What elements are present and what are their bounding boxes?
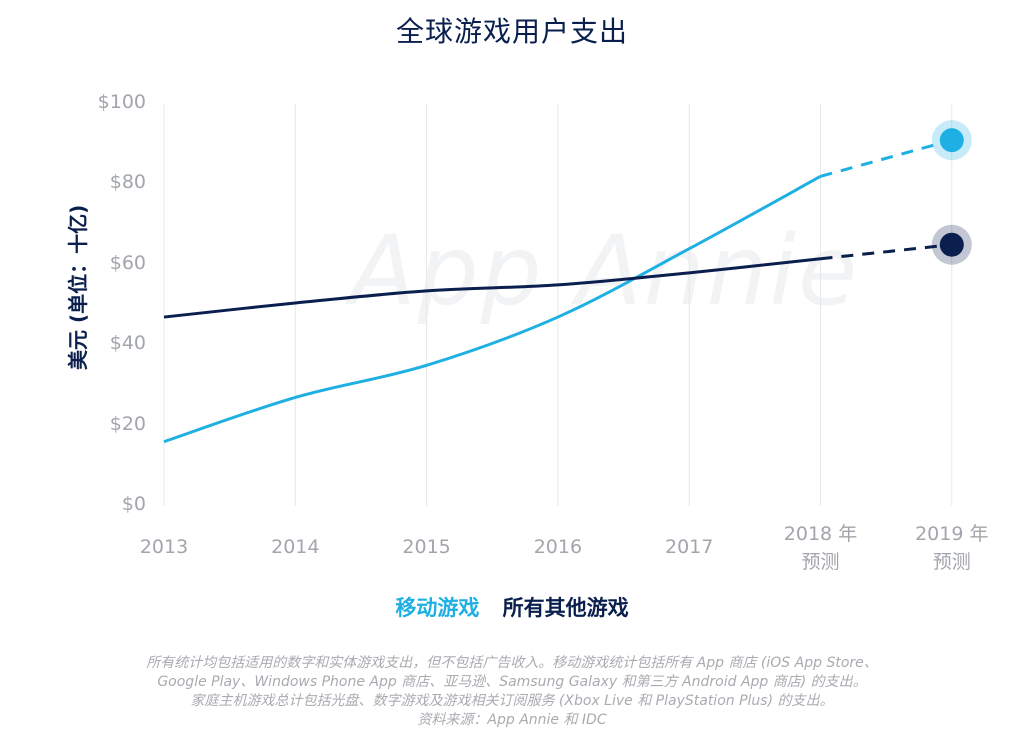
footnote-line-3: 家庭主机游戏总计包括光盘、数字游戏及游戏相关订阅服务 (Xbox Live 和 …	[190, 693, 834, 709]
x-tick-label: 2015	[402, 536, 451, 558]
x-tick-label: 2016	[533, 536, 583, 558]
x-tick-label: 2017	[665, 536, 714, 558]
legend-item-mobile: 移动游戏	[395, 596, 480, 620]
footnote-line-1: 所有统计均包括适用的数字和实体游戏支出，但不包括广告收入。移动游戏统计包括所有 …	[146, 655, 878, 671]
y-tick-label: $40	[109, 332, 146, 355]
y-tick-label: $20	[109, 412, 146, 435]
series-line-other	[163, 257, 821, 319]
series-forecast-mobile	[820, 138, 953, 178]
y-tick-label: $80	[109, 171, 146, 194]
chart-title: 全球游戏用户支出	[395, 15, 628, 48]
x-tick-label: 2013	[139, 536, 189, 558]
watermark: App Annie	[350, 215, 860, 327]
endpoint-marker	[939, 232, 964, 257]
x-tick-label: 2018 年预测	[783, 523, 858, 573]
footnote: 所有统计均包括适用的数字和实体游戏支出，但不包括广告收入。移动游戏统计包括所有 …	[60, 654, 964, 730]
footnote-line-2: Google Play、Windows Phone App 商店、亚马逊、Sam…	[157, 674, 867, 690]
legend-item-other: 所有其他游戏	[502, 596, 629, 620]
series-line-mobile	[163, 175, 822, 444]
y-tick-label: $0	[121, 493, 146, 515]
y-tick-label: $100	[97, 91, 146, 113]
series-forecast-other	[820, 243, 952, 261]
y-tick-label: $60	[109, 251, 146, 274]
x-tick-label: 2019 年预测	[915, 523, 989, 573]
x-tick-label: 2014	[271, 536, 320, 558]
endpoint-marker	[939, 128, 964, 153]
legend: 移动游戏 所有其他游戏	[0, 592, 1024, 622]
footnote-line-4: 资料来源：App Annie 和 IDC	[417, 712, 607, 728]
